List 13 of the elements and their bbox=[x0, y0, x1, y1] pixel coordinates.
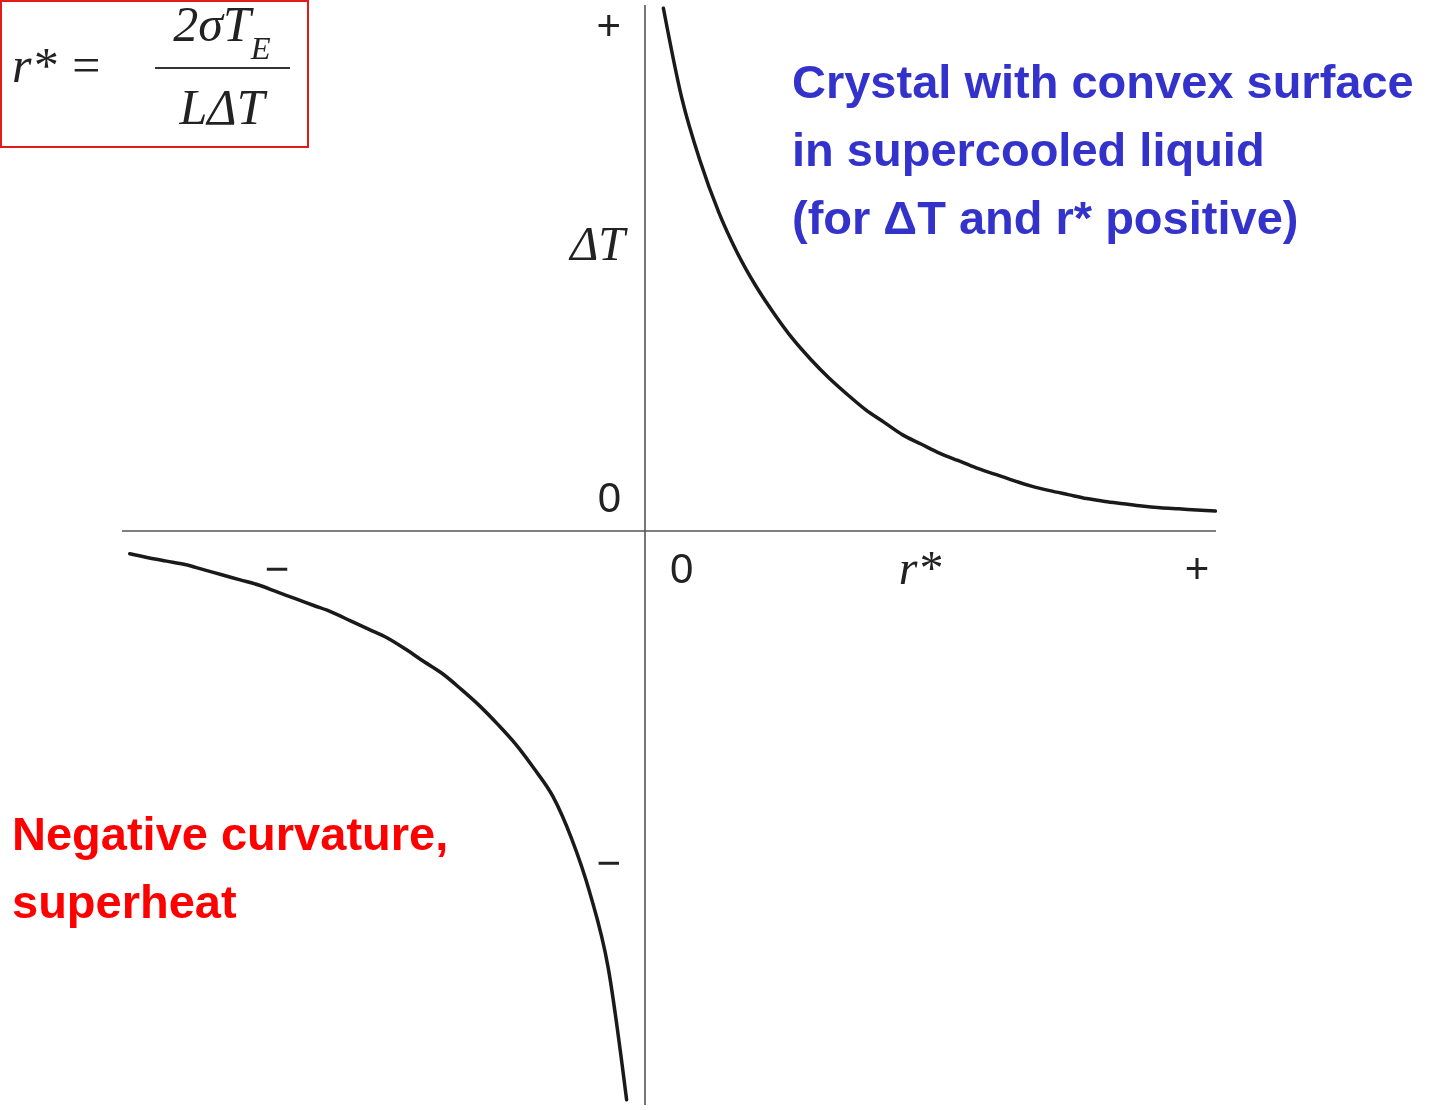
annotation: + bbox=[596, 1, 621, 49]
x-axis-title: r* bbox=[898, 540, 942, 594]
annotation: Negative curvature, superheat bbox=[12, 807, 449, 928]
annotation: LΔT bbox=[178, 79, 268, 135]
annotation: 2σT$_{E}$ bbox=[173, 0, 271, 66]
annotation: − bbox=[596, 838, 621, 886]
x-tick-label: 0 bbox=[670, 544, 694, 592]
x-tick-label: + bbox=[1184, 544, 1210, 592]
x-tick-label: − bbox=[264, 544, 290, 592]
text: r* = bbox=[12, 37, 103, 93]
annotation: Crystal with convex surface in supercooled liquid (for ΔT and r* positive) bbox=[792, 55, 1414, 244]
y-axis-title: ΔT bbox=[568, 216, 629, 270]
annotation: 0 bbox=[597, 473, 621, 521]
